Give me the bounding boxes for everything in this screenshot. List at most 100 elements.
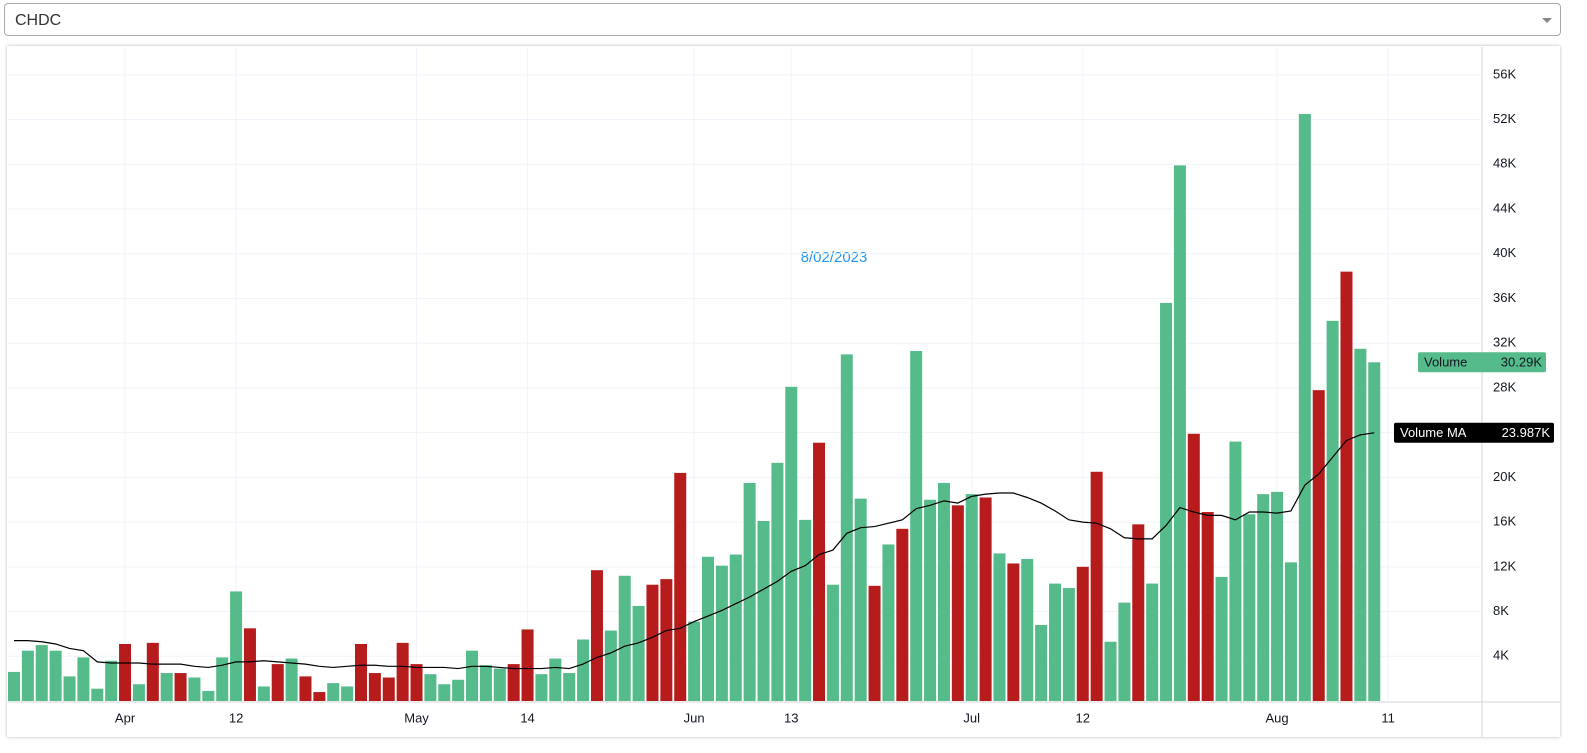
volume-bar — [479, 665, 492, 701]
volume-bar — [1201, 512, 1214, 701]
volume-bar — [1090, 471, 1103, 701]
dropdown-arrow — [1542, 18, 1552, 23]
volume-bar — [646, 584, 659, 701]
volume-bar — [785, 386, 798, 701]
volume-bar — [1035, 624, 1048, 701]
volume-bar — [757, 520, 770, 701]
volume-bar — [132, 684, 145, 701]
volume-bar — [91, 688, 104, 701]
volume-bar — [146, 642, 159, 701]
x-tick-label: Jul — [963, 710, 980, 725]
y-tick-label: 20K — [1493, 469, 1516, 484]
volume-bar — [1049, 583, 1061, 701]
volume-bar — [327, 683, 340, 701]
value-label-box — [1394, 422, 1554, 443]
volume-bar — [1257, 494, 1270, 701]
volume-bar — [1146, 583, 1159, 701]
volume-bar — [1173, 165, 1186, 701]
volume-bar — [368, 673, 381, 701]
volume-bar — [341, 686, 354, 701]
volume-bar — [951, 505, 964, 701]
ma-line — [14, 432, 1375, 670]
volume-bar — [979, 497, 992, 701]
y-tick-label: 52K — [1493, 111, 1516, 126]
y-tick-label: 8K — [1493, 603, 1509, 618]
volume-bar — [868, 585, 881, 701]
volume-bar — [1160, 302, 1173, 701]
x-tick-label: 11 — [1381, 710, 1395, 725]
volume-bar — [410, 664, 423, 701]
volume-bar — [8, 671, 20, 701]
volume-bar — [1354, 348, 1367, 701]
volume-bar — [854, 498, 867, 701]
volume-bar — [77, 657, 90, 701]
volume-bar — [35, 645, 48, 701]
volume-bar — [119, 643, 132, 701]
volume-bar — [1271, 491, 1284, 701]
symbol-value: CHDC — [15, 12, 62, 29]
y-tick-label: 48K — [1493, 156, 1516, 171]
volume-bar — [799, 519, 812, 701]
value-label-box — [1418, 352, 1546, 373]
value-label: 30.29K — [1501, 355, 1543, 370]
volume-bar — [840, 354, 853, 701]
volume-bar — [910, 351, 923, 701]
volume-bar — [313, 692, 326, 701]
volume-bar — [105, 660, 118, 701]
volume-bar — [1062, 588, 1075, 701]
volume-bar — [702, 556, 714, 701]
value-label-name: Volume — [1424, 355, 1467, 370]
y-tick-label: 32K — [1493, 335, 1516, 350]
volume-bar — [202, 690, 215, 701]
y-tick-label: 4K — [1493, 648, 1509, 663]
volume-bar — [466, 650, 479, 701]
volume-bar — [896, 528, 909, 701]
volume-bar — [688, 621, 701, 701]
volume-bar — [549, 658, 562, 701]
value-label: 23.987K — [1502, 425, 1551, 440]
volume-bar — [715, 565, 728, 701]
volume-bar — [660, 579, 673, 701]
volume-bar — [604, 630, 617, 701]
symbol-select[interactable]: CHDC — [4, 3, 1561, 36]
volume-bar — [1243, 514, 1256, 701]
volume-bar — [535, 674, 548, 701]
value-label-name: Volume MA — [1400, 425, 1467, 440]
y-tick-label: 40K — [1493, 245, 1516, 260]
volume-bar — [230, 591, 243, 701]
volume-bar — [1229, 441, 1242, 701]
volume-bar — [924, 499, 937, 701]
volume-bar — [1007, 563, 1020, 701]
volume-bar — [521, 629, 534, 701]
volume-bar — [355, 643, 367, 701]
volume-bar — [1118, 602, 1131, 701]
y-tick-label: 12K — [1493, 558, 1516, 573]
volume-bar — [826, 584, 839, 701]
volume-bar — [63, 676, 76, 701]
volume-bar — [1298, 113, 1311, 702]
volume-bar — [285, 658, 298, 701]
volume-bar — [743, 482, 756, 701]
volume-bar — [1132, 524, 1145, 701]
volume-bar — [382, 677, 395, 701]
volume-bar — [216, 657, 229, 701]
volume-bar — [1284, 562, 1297, 701]
volume-bar — [188, 677, 201, 701]
x-tick-label: 13 — [784, 710, 798, 725]
y-tick-label: 28K — [1493, 379, 1516, 394]
volume-bar — [396, 642, 409, 701]
volume-bar — [257, 686, 270, 701]
x-tick-label: 12 — [1076, 710, 1090, 725]
y-tick-label: 36K — [1493, 290, 1516, 305]
volume-bar — [243, 628, 256, 701]
volume-bar — [618, 575, 631, 701]
volume-bar — [1187, 433, 1200, 701]
volume-bar — [813, 442, 826, 701]
volume-bar — [493, 668, 506, 701]
volume-bar — [21, 650, 34, 701]
volume-bar — [1076, 566, 1089, 701]
volume-bar — [563, 673, 576, 701]
x-tick-label: Aug — [1266, 710, 1289, 725]
